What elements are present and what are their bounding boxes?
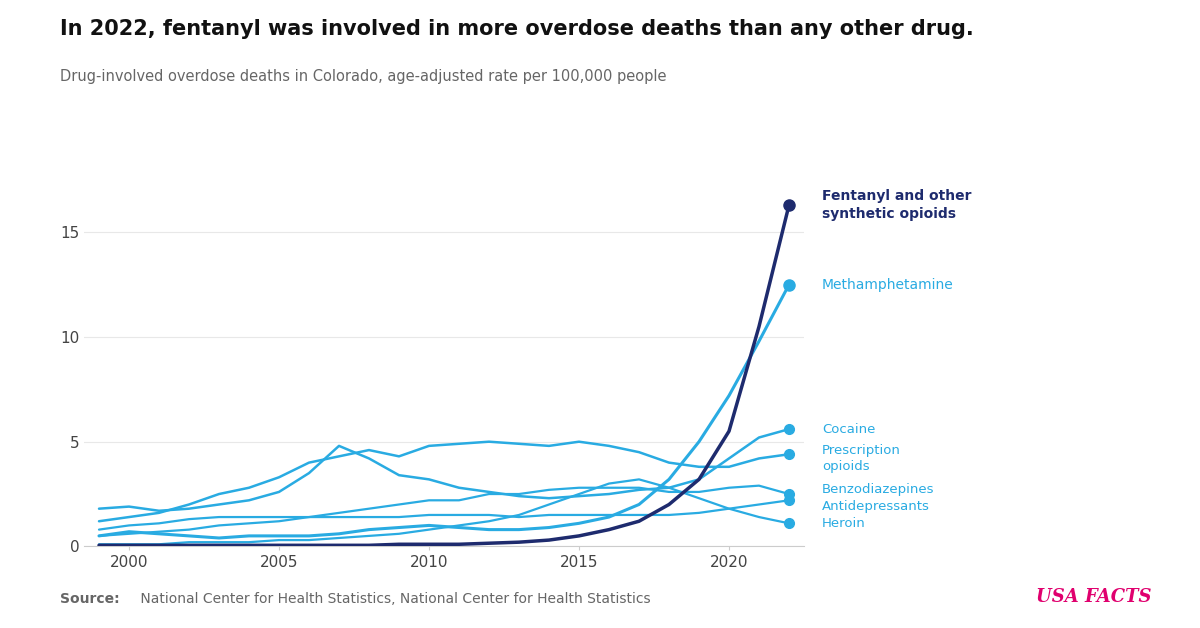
Text: Cocaine: Cocaine bbox=[822, 423, 875, 436]
Text: Heroin: Heroin bbox=[822, 517, 865, 530]
Text: Fentanyl and other
synthetic opioids: Fentanyl and other synthetic opioids bbox=[822, 190, 972, 221]
Text: Drug-involved overdose deaths in Colorado, age-adjusted rate per 100,000 people: Drug-involved overdose deaths in Colorad… bbox=[60, 69, 666, 84]
Text: Source:: Source: bbox=[60, 592, 120, 606]
Text: USA FACTS: USA FACTS bbox=[1037, 588, 1152, 606]
Text: Prescription
opioids: Prescription opioids bbox=[822, 444, 901, 473]
Text: Antidepressants: Antidepressants bbox=[822, 500, 930, 513]
Text: Benzodiazepines: Benzodiazepines bbox=[822, 484, 935, 496]
Text: In 2022, fentanyl was involved in more overdose deaths than any other drug.: In 2022, fentanyl was involved in more o… bbox=[60, 19, 973, 39]
Text: National Center for Health Statistics, National Center for Health Statistics: National Center for Health Statistics, N… bbox=[136, 592, 650, 606]
Text: Methamphetamine: Methamphetamine bbox=[822, 278, 954, 291]
